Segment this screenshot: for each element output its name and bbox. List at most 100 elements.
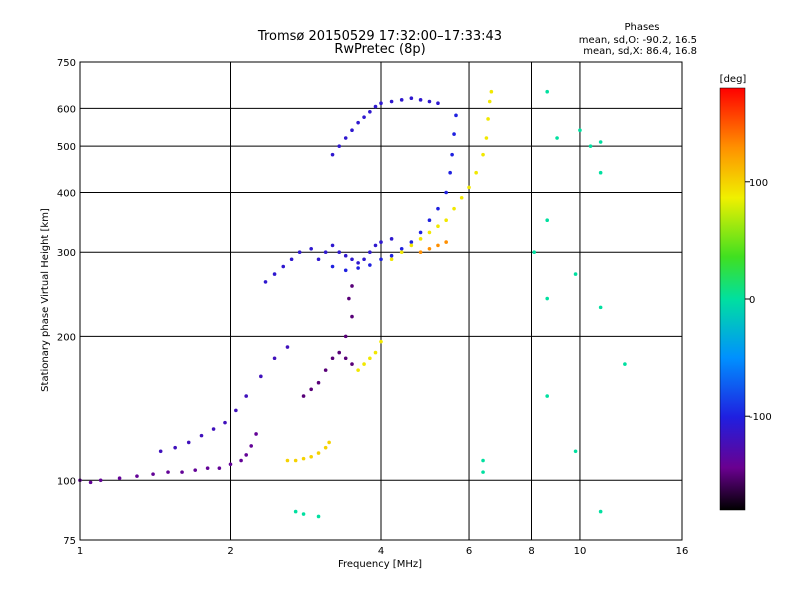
data-point [487, 99, 492, 104]
data-point [481, 470, 485, 474]
y-tick-label: 750 [57, 58, 76, 69]
x-tick-label: 8 [528, 546, 534, 557]
grid [80, 62, 682, 540]
data-point [588, 144, 593, 148]
data-point [281, 264, 286, 269]
y-tick-label: 100 [57, 476, 76, 487]
data-point [180, 470, 184, 474]
y-ticks: 75 100 200 300 400 500 600 750 [57, 58, 76, 547]
data-point [399, 98, 404, 102]
data-point [239, 458, 243, 463]
data-point [532, 250, 536, 255]
data-point [301, 456, 306, 461]
data-point [379, 240, 383, 244]
x-tick-label: 6 [466, 546, 472, 557]
data-point [598, 170, 603, 175]
data-point [343, 268, 348, 273]
data-point [368, 263, 372, 267]
colorbar-tick-label: 100 [749, 178, 768, 189]
data-point [356, 261, 360, 265]
data-point [389, 99, 394, 104]
data-point [444, 190, 448, 195]
data-point [330, 264, 335, 269]
colorbar [719, 87, 746, 511]
data-point [598, 509, 603, 514]
data-point [598, 140, 603, 144]
data-point [327, 440, 331, 445]
x-tick-label: 4 [378, 546, 384, 557]
data-point [249, 444, 253, 448]
data-point [427, 246, 432, 251]
colorbar-tick-label: 0 [749, 295, 755, 306]
data-point [436, 206, 440, 211]
data-point [379, 257, 383, 262]
data-point [368, 110, 372, 114]
data-point [368, 250, 372, 255]
data-point [301, 394, 306, 398]
data-point [379, 101, 383, 105]
data-point [350, 128, 354, 132]
data-point [343, 136, 348, 140]
data-point [186, 440, 191, 445]
data-point [272, 356, 277, 361]
data-point [135, 474, 139, 478]
data-point [484, 136, 489, 140]
data-point [452, 132, 456, 136]
data-point [254, 432, 258, 436]
data-point [343, 253, 348, 258]
data-point [343, 356, 348, 361]
data-point [573, 449, 578, 454]
data-point [158, 449, 163, 454]
data-point [489, 89, 494, 94]
data-point [409, 240, 414, 244]
data-point [166, 470, 170, 474]
data-point [450, 152, 454, 157]
data-point [199, 433, 204, 438]
chart-title: Tromsø 20150529 17:32:00–17:33:43 [257, 29, 502, 44]
y-tick-label: 75 [63, 536, 76, 547]
data-point [88, 480, 93, 485]
y-tick-label: 200 [57, 332, 76, 343]
data-point [427, 230, 432, 235]
data-point [337, 250, 342, 255]
data-point [389, 237, 394, 241]
data-point [481, 152, 485, 157]
data-point [316, 514, 321, 519]
data-point [316, 257, 321, 262]
data-point [454, 113, 458, 118]
x-ticks: 1 2 4 6 8 10 16 [77, 546, 689, 557]
data-point [316, 380, 321, 385]
data-point [362, 115, 366, 119]
x-tick-label: 10 [574, 546, 587, 557]
data-point [244, 394, 249, 398]
data-point [293, 509, 298, 514]
data-point [272, 272, 277, 276]
data-point [350, 284, 354, 288]
data-point [452, 206, 456, 211]
data-point [436, 243, 440, 248]
data-point [368, 356, 372, 361]
data-point [486, 117, 490, 121]
data-point [418, 230, 423, 235]
data-point [555, 136, 559, 140]
data-point [234, 408, 238, 413]
data-point [323, 368, 328, 372]
data-point [409, 243, 414, 248]
data-point [259, 374, 263, 379]
data-point [399, 246, 404, 251]
data-point [545, 218, 550, 223]
data-point [330, 243, 335, 248]
data-point [474, 170, 478, 175]
data-point [379, 339, 383, 344]
data-point [98, 478, 103, 483]
data-point [418, 237, 423, 241]
data-point [578, 128, 582, 132]
data-point [373, 350, 378, 355]
data-point [330, 356, 335, 361]
data-point [436, 101, 440, 105]
data-point [285, 458, 290, 463]
y-tick-label: 600 [57, 104, 76, 115]
data-point [289, 257, 294, 262]
data-point [444, 240, 448, 244]
data-point [545, 89, 550, 94]
